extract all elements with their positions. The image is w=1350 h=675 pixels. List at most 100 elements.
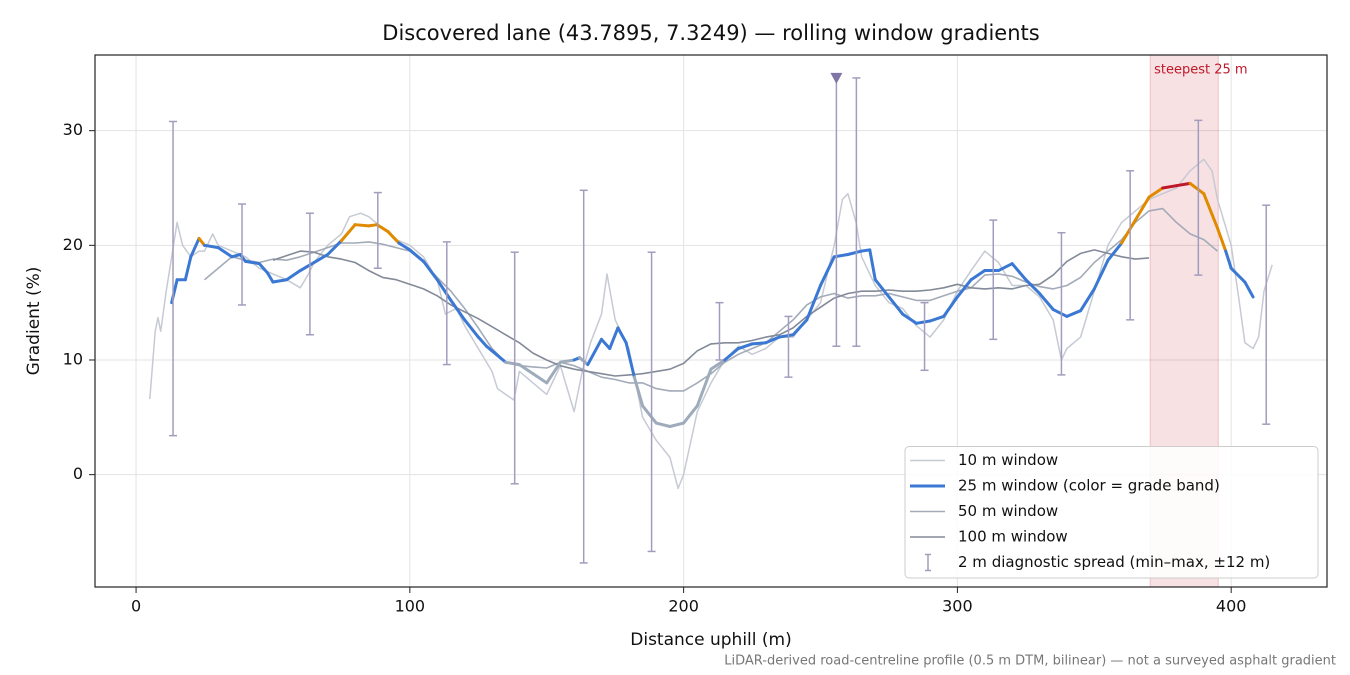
line-series <box>272 249 1150 377</box>
line-segment <box>616 326 628 345</box>
line-segment <box>641 404 658 425</box>
line-segment <box>298 261 316 273</box>
line-segment <box>1202 192 1219 230</box>
line-segment <box>353 223 371 228</box>
line-segment <box>955 278 973 299</box>
legend-label: 10 m window <box>958 451 1058 469</box>
legend-label: 100 m window <box>958 528 1068 546</box>
line-segment <box>449 298 467 322</box>
line-segment <box>265 271 275 284</box>
line-segment <box>887 295 905 316</box>
legend-label: 2 m diagnostic spread (min–max, ±12 m) <box>958 553 1270 571</box>
line-segment <box>695 367 713 408</box>
line-segment <box>339 223 357 243</box>
plot-frame <box>94 54 1328 588</box>
line-segment <box>682 404 699 425</box>
y-axis-label: Gradient (%) <box>24 267 44 376</box>
line-segment <box>1161 184 1178 190</box>
line-segment <box>819 255 836 287</box>
line-segment <box>1024 278 1042 295</box>
line-segment <box>736 342 754 351</box>
line-segment <box>1243 280 1255 299</box>
line-segment <box>846 249 864 256</box>
line-segment <box>1010 262 1028 282</box>
line-segment <box>942 295 959 318</box>
line-segment <box>586 337 603 367</box>
line-segment <box>183 255 193 282</box>
line-segment <box>777 333 795 339</box>
line-segment <box>189 236 201 259</box>
line-segment <box>463 318 480 339</box>
line-segment <box>257 262 269 275</box>
line-segment <box>668 421 686 428</box>
line-segment <box>901 312 918 325</box>
line-segment <box>422 259 439 282</box>
line-segment <box>1038 291 1055 312</box>
line-segment <box>244 259 261 266</box>
y-tick-label: 0 <box>73 464 83 483</box>
line-segment <box>996 262 1014 273</box>
line-segment <box>1065 309 1083 318</box>
line-segment <box>873 278 891 299</box>
line-segment <box>435 278 453 302</box>
plot-area <box>149 74 1273 564</box>
line-segment <box>1174 181 1192 188</box>
x-tick-label: 400 <box>1216 597 1247 616</box>
y-tick-label: 30 <box>63 120 83 139</box>
line-segment <box>375 223 390 234</box>
line-segment <box>1120 218 1137 245</box>
chart-title: Discovered lane (43.7895, 7.3249) — roll… <box>382 21 1039 45</box>
line-segment <box>285 269 302 282</box>
line-segment <box>654 421 672 428</box>
line-segment <box>1106 241 1124 262</box>
line-segment <box>632 375 645 408</box>
line-segment <box>216 246 234 259</box>
line-segment <box>490 349 508 364</box>
line-segment <box>408 248 426 263</box>
line-segment <box>1188 181 1206 196</box>
line-segment <box>599 337 612 351</box>
y-tick-label: 20 <box>63 235 83 254</box>
line-segment <box>326 239 343 256</box>
line-segment <box>1147 186 1165 199</box>
line-segment <box>764 335 781 345</box>
line-segment <box>969 269 987 282</box>
line-segment <box>397 241 412 252</box>
line-segment <box>504 360 521 367</box>
line-segment <box>271 278 289 284</box>
line-segment <box>914 319 932 325</box>
line-segment <box>928 314 946 323</box>
line-segment <box>624 341 636 379</box>
line-segment <box>545 360 562 385</box>
x-tick-label: 0 <box>131 597 141 616</box>
line-segment <box>791 318 809 337</box>
x-axis-label: Distance uphill (m) <box>630 630 791 650</box>
y-tick-label: 10 <box>63 349 83 368</box>
line-segment <box>805 283 823 322</box>
line-segment <box>1092 258 1110 291</box>
line-segment <box>531 372 549 385</box>
highlight-label: steepest 25 m <box>1154 63 1247 78</box>
line-segment <box>1215 226 1228 253</box>
line-segment <box>868 248 877 282</box>
x-tick-label: 200 <box>668 597 699 616</box>
line-series <box>203 207 1219 392</box>
x-tick-label: 100 <box>395 597 426 616</box>
legend-label: 50 m window <box>958 502 1058 520</box>
line-segment <box>1229 266 1247 284</box>
footnote: LiDAR-derived road-centreline profile (0… <box>724 654 1336 669</box>
x-tick-label: 300 <box>942 597 973 616</box>
line-segment <box>723 347 740 362</box>
line-segment <box>386 230 401 245</box>
legend-box <box>904 446 1319 579</box>
line-series <box>149 158 1273 490</box>
legend-label: 25 m window (color = grade band) <box>958 477 1220 495</box>
peak-marker <box>830 72 843 84</box>
line-segment <box>558 358 576 364</box>
line-segment <box>476 335 489 348</box>
line-segment <box>709 358 727 371</box>
line-segment <box>203 243 220 250</box>
line-segment <box>1224 249 1233 270</box>
